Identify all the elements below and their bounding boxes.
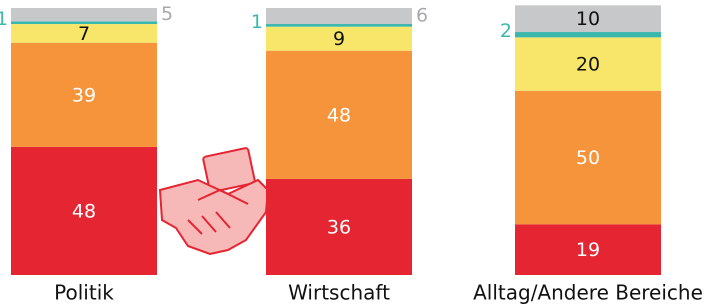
value-label: 5 [161, 3, 173, 25]
value-label: 7 [78, 23, 90, 45]
value-label: 6 [416, 5, 428, 27]
value-label: 1 [251, 11, 263, 33]
value-label: 48 [327, 104, 351, 126]
category-label: Wirtschaft [288, 281, 390, 305]
bar-segment [11, 8, 157, 21]
handshake-icon [160, 148, 268, 254]
bar-segment [11, 21, 157, 24]
value-label: 36 [327, 216, 351, 238]
value-label: 39 [72, 84, 96, 106]
value-label: 2 [500, 20, 512, 42]
value-label: 50 [576, 147, 600, 169]
bar-segment [266, 8, 412, 24]
value-label: 20 [576, 54, 600, 76]
value-label: 9 [333, 28, 345, 50]
value-label: 1 [0, 8, 8, 30]
value-label: 10 [576, 8, 600, 30]
value-label: 48 [72, 200, 96, 222]
category-label: Politik [54, 281, 114, 305]
value-label: 19 [576, 239, 600, 261]
bar-segment [515, 32, 661, 37]
category-label: Alltag/Andere Bereiche [473, 281, 703, 305]
bar-segment [266, 24, 412, 27]
chart: 48 39 7 1 5 Politik 36 48 9 1 6 Wirtschaft 19 50 20 2 10… [0, 0, 712, 307]
